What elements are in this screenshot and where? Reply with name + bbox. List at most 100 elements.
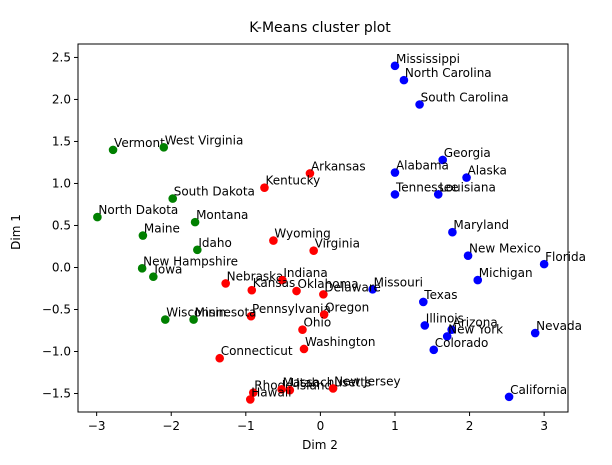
y-tick-label: −1.0 [42, 345, 71, 359]
y-tick-label: 0.5 [52, 218, 71, 232]
data-point [419, 297, 428, 307]
point-label: New York [448, 322, 503, 336]
data-point [248, 388, 258, 397]
point-label: Idaho [198, 236, 231, 250]
plot-frame [77, 43, 569, 413]
point-label: Oregon [325, 301, 369, 315]
axis-ticks: −3 −2 −1 0 1 2 3 −1.5 −1.0 −0.5 0.0 0.5 1.0 1.5 2.0 2.5 [42, 50, 548, 433]
point-label: South Carolina [421, 90, 509, 104]
point-label: Oklahoma [298, 277, 359, 291]
data-point [149, 272, 158, 282]
point-label: New Hampshire [143, 254, 238, 268]
data-point [138, 231, 148, 240]
point-label: Texas [423, 288, 457, 302]
x-axis-label: Dim 2 [302, 438, 338, 452]
data-point [420, 321, 430, 330]
point-label: South Dakota [174, 185, 255, 199]
data-point [108, 145, 118, 155]
point-label: Delaware [324, 280, 381, 294]
data-point [269, 236, 278, 245]
data-point [245, 395, 255, 404]
point-label: Illinois [426, 311, 464, 325]
data-point [246, 311, 256, 321]
point-label: California [510, 383, 567, 397]
data-point [292, 286, 301, 296]
data-point [319, 310, 329, 319]
point-label: Montana [196, 208, 248, 222]
point-label: Pennsylvania [252, 302, 331, 316]
point-label: West Virginia [165, 133, 244, 147]
point-label: Georgia [444, 146, 491, 160]
point-label: Minnesota [195, 306, 257, 320]
point-label: Rhode Island [254, 379, 332, 393]
data-point [299, 344, 309, 354]
data-point [319, 290, 328, 299]
point-label: Arizona [453, 316, 498, 330]
data-point [473, 275, 483, 285]
point-label: Tennessee [395, 180, 459, 194]
point-label: Utah [291, 376, 319, 390]
data-point [448, 227, 457, 237]
x-tick-label: −2 [162, 419, 180, 433]
point-label: Washington [305, 335, 376, 349]
point-label: North Carolina [405, 66, 492, 80]
point-label: Colorado [435, 336, 489, 350]
data-point [368, 285, 377, 294]
data-point [442, 332, 452, 341]
data-point [390, 168, 400, 177]
data-point [530, 328, 540, 338]
data-point [221, 279, 230, 288]
data-point [504, 392, 514, 402]
chart-title: K-Means cluster plot [249, 20, 391, 36]
point-label: Maryland [453, 218, 509, 232]
point-label: Iowa [154, 263, 182, 277]
data-point [539, 259, 549, 269]
point-label: Wyoming [274, 227, 330, 241]
point-label: Florida [545, 250, 586, 264]
point-label: Michigan [479, 266, 533, 280]
data-point [168, 194, 178, 203]
data-point [463, 251, 473, 261]
x-tick-label: −3 [88, 419, 106, 433]
y-tick-label: −1.5 [42, 387, 71, 401]
point-label: Missouri [374, 275, 423, 289]
point-label: Massachusetts [283, 375, 372, 389]
point-label: Kentucky [265, 174, 320, 188]
y-axis-label: Dim 1 [9, 214, 23, 250]
data-point [285, 385, 295, 395]
data-point [277, 385, 286, 394]
data-point [433, 190, 443, 199]
point-label: Alaska [468, 164, 507, 178]
data-point [309, 246, 318, 255]
point-label: Hawaii [251, 385, 291, 399]
x-tick-label: −1 [237, 419, 255, 433]
point-label: Louisiana [439, 180, 496, 194]
data-point [93, 212, 102, 222]
point-label: New Mexico [469, 242, 541, 256]
data-point [447, 325, 456, 334]
point-label: Arkansas [311, 159, 366, 173]
x-tick-label: 0 [317, 419, 325, 433]
data-point [278, 275, 287, 285]
point-label: Connecticut [221, 344, 293, 358]
point-label: Nebraska [227, 269, 284, 283]
data-point [137, 264, 147, 273]
data-point [429, 345, 439, 355]
data-point [462, 173, 471, 182]
y-tick-label: 0.0 [52, 260, 71, 274]
data-point [390, 190, 400, 199]
y-tick-label: 1.5 [52, 134, 71, 148]
point-label: Kansas [253, 276, 295, 290]
point-label: Indiana [283, 266, 327, 280]
point-label: Mississippi [396, 52, 460, 66]
data-point [390, 61, 400, 71]
point-label: Nevada [536, 319, 582, 333]
point-label: North Dakota [98, 203, 178, 217]
point-label: Wisconsin [166, 306, 226, 320]
data-point [399, 75, 409, 85]
data-point [298, 325, 307, 334]
data-point [215, 353, 225, 363]
data-point [260, 183, 269, 192]
x-tick-label: 3 [540, 419, 548, 433]
